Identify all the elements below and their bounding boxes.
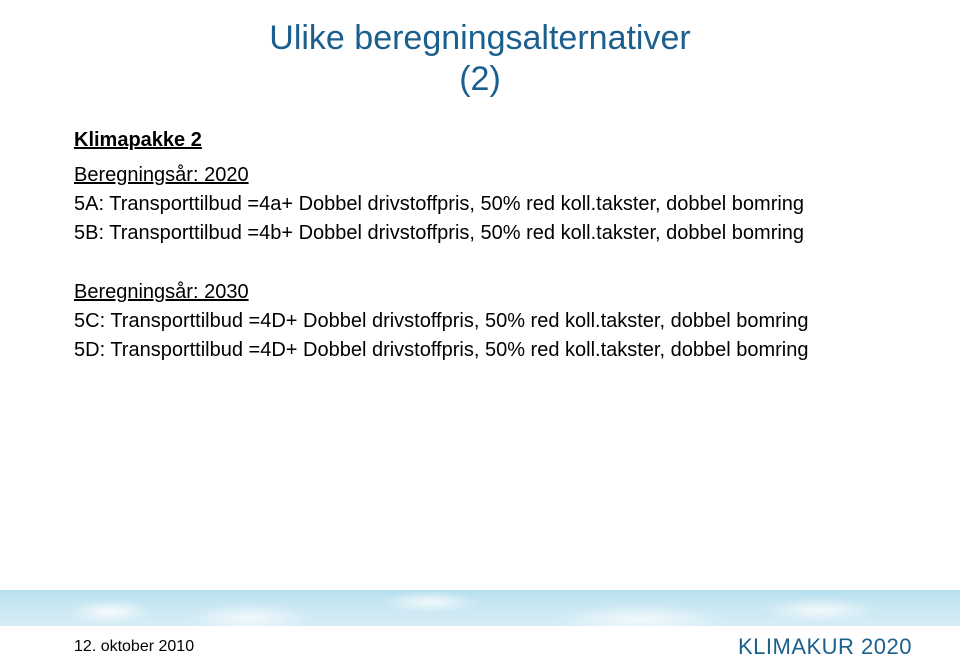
- section1-subheading: Beregningsår: 2020: [74, 163, 894, 188]
- footer-brand: KLIMAKUR 2020: [738, 634, 912, 660]
- section1-item-a: 5A: Transporttilbud =4a+ Dobbel drivstof…: [74, 192, 894, 217]
- slide-content: Klimapakke 2 Beregningsår: 2020 5A: Tran…: [74, 128, 894, 363]
- section2-item-c: 5C: Transporttilbud =4D+ Dobbel drivstof…: [74, 309, 894, 334]
- section1-item-b: 5B: Transporttilbud =4b+ Dobbel drivstof…: [74, 221, 894, 246]
- title-line-1: Ulike beregningsalternativer: [269, 19, 690, 57]
- spacer: [74, 246, 894, 280]
- section2-item-d: 5D: Transporttilbud =4D+ Dobbel drivstof…: [74, 338, 894, 363]
- section1-heading: Klimapakke 2: [74, 128, 894, 153]
- title-line-2: (2): [0, 59, 960, 100]
- clouds-decoration: [0, 590, 960, 626]
- footer-date: 12. oktober 2010: [74, 638, 194, 656]
- decorative-sky-band: [0, 590, 960, 626]
- section2-subheading: Beregningsår: 2030: [74, 280, 894, 305]
- slide-title: Ulike beregningsalternativer (2): [0, 18, 960, 100]
